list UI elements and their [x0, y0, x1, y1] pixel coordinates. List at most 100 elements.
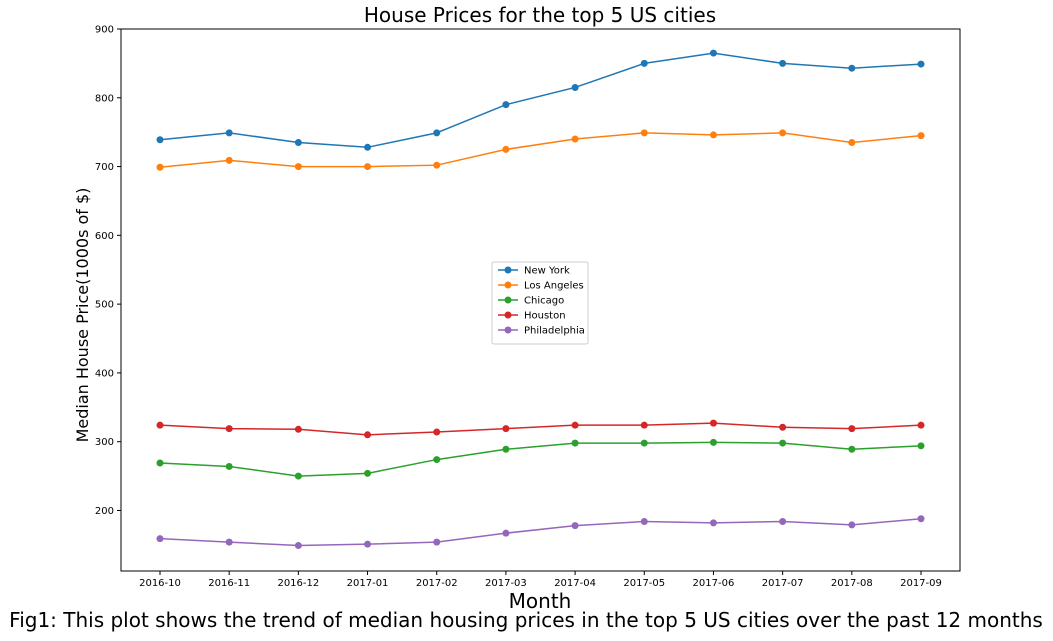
data-point — [433, 161, 441, 169]
data-point — [709, 519, 717, 527]
data-point — [709, 419, 717, 427]
data-point — [917, 132, 925, 140]
legend-label: Los Angeles — [524, 281, 584, 292]
data-point — [294, 163, 302, 171]
y-tick-label: 500 — [95, 300, 114, 311]
legend-label: Chicago — [524, 296, 564, 307]
y-tick-label: 700 — [95, 162, 114, 173]
data-point — [156, 459, 164, 467]
x-tick-label: 2017-06 — [693, 578, 735, 589]
data-point — [156, 163, 164, 171]
legend-label: Houston — [524, 311, 566, 322]
data-point — [640, 421, 648, 429]
data-point — [848, 64, 856, 72]
data-point — [917, 442, 925, 450]
data-point — [433, 456, 441, 464]
data-point — [294, 425, 302, 433]
data-point — [571, 421, 579, 429]
x-tick-label: 2017-01 — [347, 578, 389, 589]
x-tick-label: 2017-09 — [900, 578, 942, 589]
data-point — [433, 129, 441, 137]
data-point — [364, 469, 372, 477]
x-tick-label: 2017-05 — [623, 578, 665, 589]
data-point — [294, 138, 302, 146]
data-point — [779, 439, 787, 447]
series-line — [159, 517, 922, 547]
y-tick-label: 900 — [95, 25, 114, 36]
y-tick-label: 200 — [95, 506, 114, 517]
data-point — [709, 438, 717, 446]
x-tick-label: 2017-04 — [554, 578, 596, 589]
series-group — [156, 129, 925, 171]
data-point — [502, 529, 510, 537]
y-axis-label: Median House Price(1000s of $) — [73, 188, 92, 443]
legend-swatch-marker — [504, 281, 512, 289]
series-group — [156, 49, 925, 151]
data-point — [502, 101, 510, 109]
legend-swatch-marker — [504, 326, 512, 334]
series-group — [156, 419, 925, 439]
data-point — [433, 538, 441, 546]
data-point — [640, 59, 648, 67]
data-point — [502, 145, 510, 153]
x-tick-label: 2017-03 — [485, 578, 527, 589]
data-point — [640, 129, 648, 137]
data-point — [156, 535, 164, 543]
data-point — [502, 445, 510, 453]
series-line — [159, 52, 922, 149]
data-point — [571, 135, 579, 143]
data-point — [779, 129, 787, 137]
legend: New York Los Angeles Chicago Houston Philade… — [491, 261, 589, 345]
data-point — [433, 428, 441, 436]
data-point — [848, 138, 856, 146]
data-point — [571, 439, 579, 447]
data-point — [294, 542, 302, 550]
x-tick-label: 2017-07 — [762, 578, 804, 589]
y-tick-label: 600 — [95, 231, 114, 242]
data-point — [364, 163, 372, 171]
legend-box — [491, 261, 589, 345]
data-point — [709, 131, 717, 139]
legend-swatch-marker — [504, 296, 512, 304]
series-line — [159, 132, 922, 168]
data-point — [571, 522, 579, 530]
data-point — [640, 439, 648, 447]
data-point — [779, 59, 787, 67]
data-point — [848, 425, 856, 433]
data-point — [225, 538, 233, 546]
series-line — [159, 441, 922, 477]
x-tick-label: 2016-11 — [208, 578, 250, 589]
y-tick-label: 800 — [95, 93, 114, 104]
data-point — [848, 521, 856, 529]
data-point — [917, 60, 925, 68]
series-line — [159, 422, 922, 436]
legend-label: Philadelphia — [524, 326, 585, 337]
data-point — [225, 156, 233, 164]
data-point — [364, 431, 372, 439]
legend-swatch-marker — [504, 266, 512, 274]
series-group — [156, 438, 925, 480]
data-point — [640, 517, 648, 525]
x-tick-label: 2016-12 — [277, 578, 319, 589]
x-tick-label: 2016-10 — [139, 578, 181, 589]
chart-title: House Prices for the top 5 US cities — [364, 3, 716, 27]
data-point — [917, 515, 925, 523]
x-tick-label: 2017-02 — [416, 578, 458, 589]
x-tick-label: 2017-08 — [831, 578, 873, 589]
data-point — [156, 136, 164, 144]
data-point — [571, 83, 579, 91]
data-point — [502, 425, 510, 433]
figure-caption: Fig1: This plot shows the trend of media… — [9, 608, 1043, 632]
y-tick-label: 300 — [95, 437, 114, 448]
data-point — [709, 49, 717, 57]
data-point — [225, 462, 233, 470]
x-axis-label: Month — [509, 589, 572, 613]
data-point — [364, 143, 372, 151]
data-point — [225, 129, 233, 137]
data-point — [225, 425, 233, 433]
legend-swatch-marker — [504, 311, 512, 319]
plot-frame — [120, 28, 961, 572]
data-point — [779, 423, 787, 431]
